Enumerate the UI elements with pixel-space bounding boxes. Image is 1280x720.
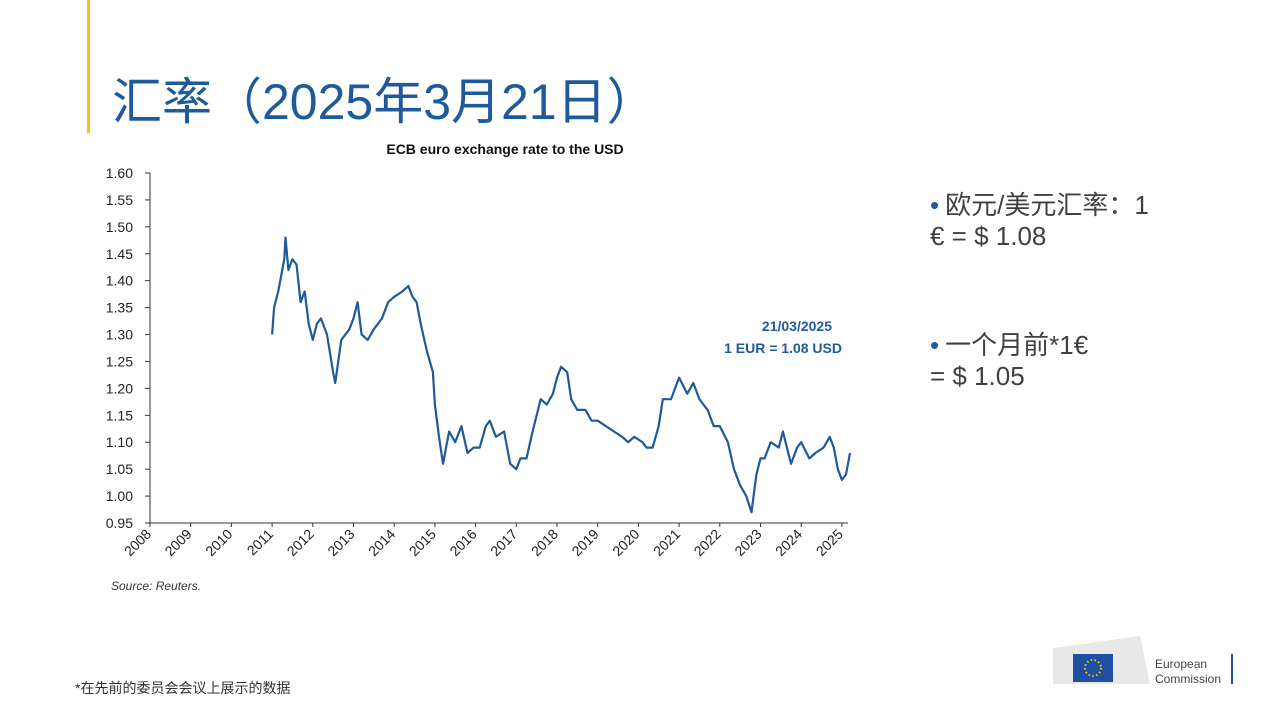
- y-tick-label: 0.95: [106, 515, 133, 531]
- y-tick-label: 1.50: [106, 219, 133, 235]
- slide-title: 汇率（2025年3月21日）: [112, 74, 657, 130]
- x-tick-label: 2014: [365, 526, 398, 559]
- y-tick-label: 1.30: [106, 327, 133, 343]
- x-tick-label: 2019: [568, 526, 601, 559]
- logo-stars: [1084, 659, 1102, 677]
- y-tick-label: 1.20: [106, 380, 133, 396]
- bullet: 一个月前*1€ = $ 1.05: [930, 330, 1090, 392]
- x-tick-label: 2022: [691, 526, 724, 559]
- x-tick-label: 2010: [202, 526, 235, 559]
- x-tick-label: 2021: [650, 526, 683, 559]
- y-tick-label: 1.25: [106, 353, 133, 369]
- logo-text: Commission: [1155, 672, 1222, 686]
- logo-flag: [1073, 654, 1113, 682]
- y-tick-label: 1.05: [106, 461, 133, 477]
- line: [271, 236, 852, 514]
- y-tick-label: 1.60: [106, 165, 133, 181]
- x-tick-label: 2012: [284, 526, 317, 559]
- footnote: *在先前的委员会会议上展示的数据: [75, 680, 291, 696]
- y-tick-label: 1.45: [106, 246, 133, 262]
- logo-rule: [1231, 654, 1233, 684]
- x-tick-label: 2020: [609, 526, 642, 559]
- source: Source: Reuters.: [111, 579, 201, 593]
- annotation: 21/03/2025: [762, 318, 832, 334]
- x-tick-label: 2009: [161, 526, 194, 559]
- x-tick-label: 2011: [244, 526, 277, 559]
- bullet: 欧元/美元汇率：1 € = $ 1.08: [930, 190, 1158, 252]
- chart-title: ECB euro exchange rate to the USD: [386, 141, 623, 157]
- x-tick-label: 2025: [813, 526, 846, 559]
- accent-bar: [87, 0, 90, 133]
- x-tick-label: 2018: [528, 526, 561, 559]
- logo-text: European: [1155, 657, 1208, 671]
- x-tick-label: 2023: [731, 526, 764, 559]
- y-tick-label: 1.40: [106, 273, 133, 289]
- x-tick-label: 2015: [406, 526, 439, 559]
- x-tick-label: 2024: [772, 526, 805, 559]
- x-tick-label: 2016: [446, 526, 479, 559]
- annotation: 1 EUR = 1.08 USD: [724, 340, 842, 356]
- y-tick-label: 1.35: [106, 300, 133, 316]
- y-tick-label: 1.15: [106, 407, 133, 423]
- y-tick-label: 1.55: [106, 192, 133, 208]
- x-tick-label: 2017: [487, 526, 520, 559]
- x-tick-label: 2013: [324, 526, 357, 559]
- logo: [1053, 636, 1233, 684]
- y-tick-label: 1.00: [106, 488, 133, 504]
- y-tick-label: 1.10: [106, 434, 133, 450]
